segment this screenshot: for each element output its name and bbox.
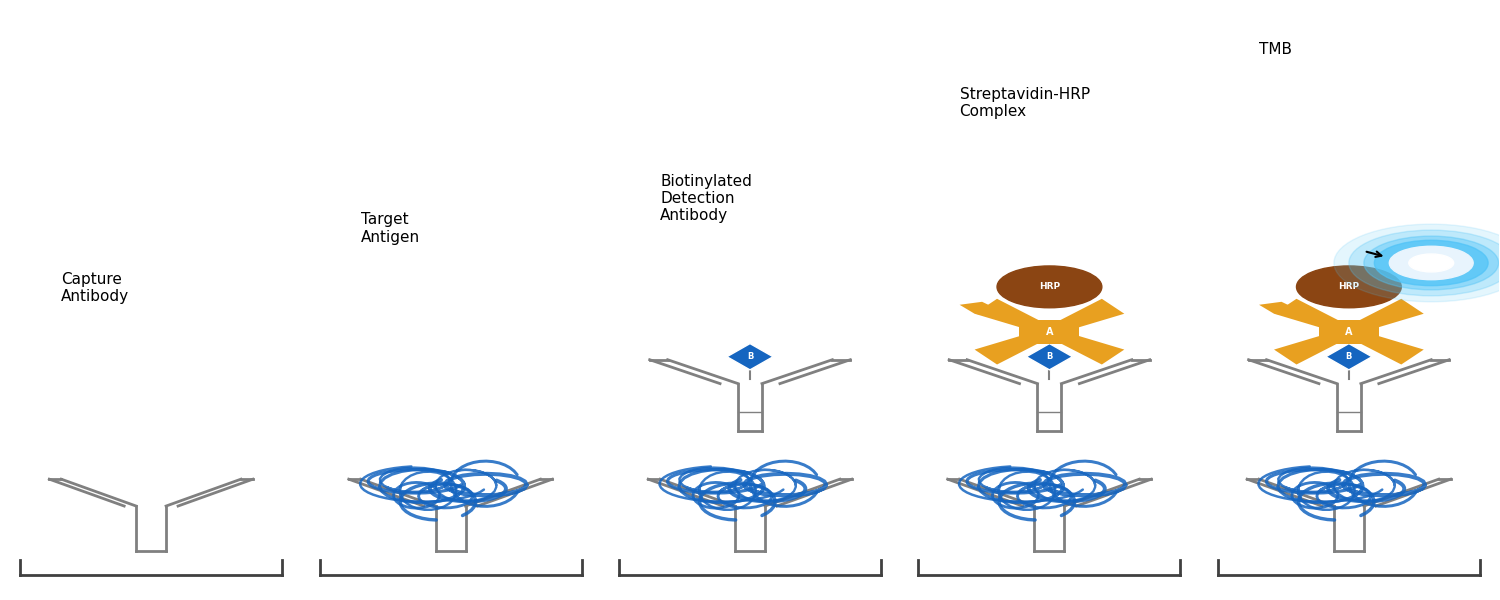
Text: Capture
Antibody: Capture Antibody (62, 272, 129, 304)
Polygon shape (1026, 344, 1072, 370)
Text: A: A (1346, 326, 1353, 337)
Text: HRP: HRP (1338, 283, 1359, 292)
Circle shape (998, 266, 1102, 308)
Text: TMB: TMB (1258, 41, 1292, 56)
Circle shape (1408, 254, 1454, 272)
Text: B: B (1346, 352, 1352, 361)
Polygon shape (1020, 320, 1080, 344)
Polygon shape (1050, 332, 1125, 364)
Circle shape (1334, 224, 1500, 302)
Text: B: B (747, 352, 753, 361)
Circle shape (1348, 230, 1500, 296)
Polygon shape (1348, 299, 1424, 332)
Circle shape (1389, 246, 1473, 280)
Polygon shape (1274, 332, 1348, 364)
Polygon shape (960, 302, 1020, 320)
Polygon shape (1050, 299, 1125, 332)
Polygon shape (1326, 344, 1372, 370)
Polygon shape (975, 299, 1050, 332)
Polygon shape (1258, 302, 1318, 320)
Polygon shape (1348, 332, 1424, 364)
Text: Streptavidin-HRP
Complex: Streptavidin-HRP Complex (960, 87, 1089, 119)
Polygon shape (975, 332, 1050, 364)
Text: A: A (1046, 326, 1053, 337)
Polygon shape (1274, 299, 1348, 332)
Polygon shape (1318, 320, 1378, 344)
Circle shape (1364, 236, 1498, 290)
Text: B: B (1047, 352, 1053, 361)
Text: Biotinylated
Detection
Antibody: Biotinylated Detection Antibody (660, 173, 752, 223)
Circle shape (1374, 240, 1488, 286)
Circle shape (1296, 266, 1401, 308)
Polygon shape (728, 344, 772, 370)
Text: Target
Antigen: Target Antigen (360, 212, 420, 245)
Text: HRP: HRP (1040, 283, 1060, 292)
